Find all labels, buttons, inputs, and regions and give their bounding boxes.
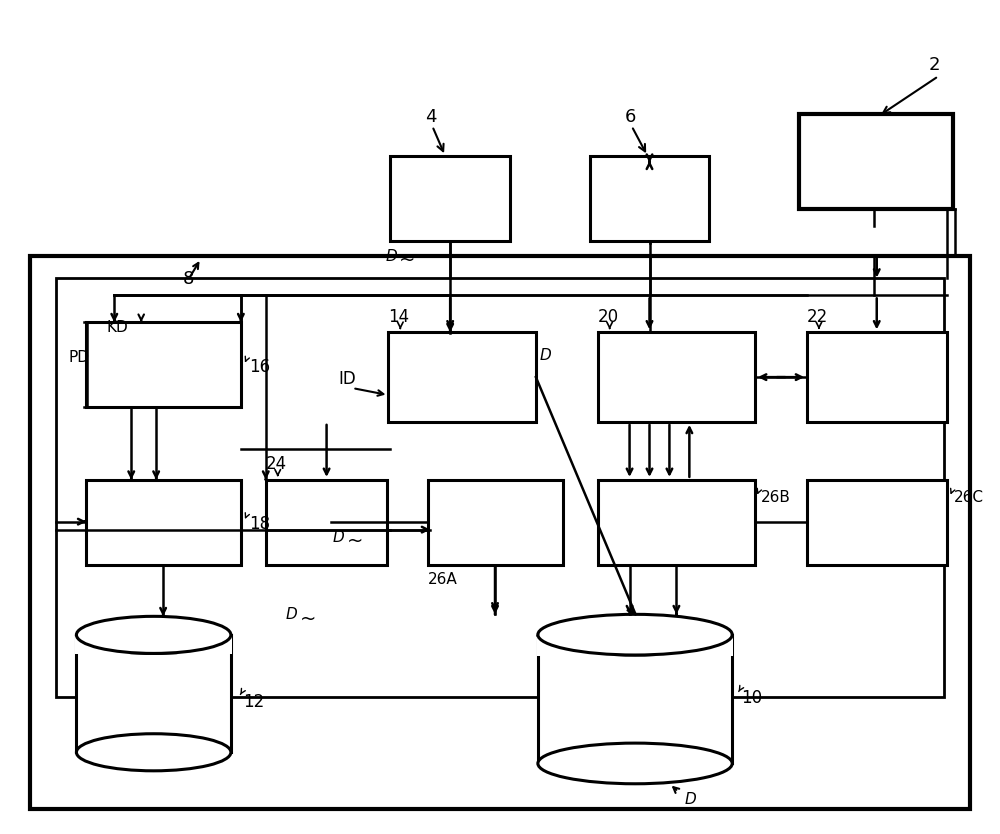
Bar <box>76 635 231 752</box>
Text: 26A: 26A <box>428 572 458 587</box>
Text: 16: 16 <box>249 358 270 376</box>
Text: 24: 24 <box>266 455 287 473</box>
Bar <box>390 156 510 240</box>
Text: PD: PD <box>68 350 89 365</box>
Text: D: D <box>333 530 344 545</box>
Bar <box>30 255 970 809</box>
Bar <box>86 322 241 407</box>
Text: ~: ~ <box>347 531 363 550</box>
Text: ~: ~ <box>399 250 416 269</box>
Text: 12: 12 <box>243 693 264 711</box>
Text: 14: 14 <box>388 309 409 326</box>
Text: D: D <box>286 607 297 622</box>
Bar <box>598 480 755 565</box>
Ellipse shape <box>538 615 732 655</box>
Ellipse shape <box>538 743 732 784</box>
Text: 20: 20 <box>598 309 619 326</box>
Text: KD: KD <box>106 320 128 335</box>
Text: 18: 18 <box>249 515 270 533</box>
Text: D: D <box>684 791 696 806</box>
Text: ID: ID <box>339 370 356 388</box>
Text: 22: 22 <box>807 309 828 326</box>
Text: 26B: 26B <box>761 490 791 505</box>
Bar <box>807 480 947 565</box>
Text: 4: 4 <box>425 108 437 126</box>
Text: 6: 6 <box>625 108 636 126</box>
Bar <box>75 635 232 655</box>
Text: 26C: 26C <box>953 490 983 505</box>
Bar <box>598 332 755 422</box>
Text: 8: 8 <box>183 270 194 289</box>
Bar <box>538 635 732 763</box>
Ellipse shape <box>76 616 231 653</box>
Bar <box>537 635 733 656</box>
Text: 10: 10 <box>741 689 762 707</box>
Text: 2: 2 <box>929 56 940 74</box>
Text: D: D <box>540 349 552 364</box>
Bar <box>807 332 947 422</box>
Bar <box>799 114 953 208</box>
Text: D: D <box>385 249 397 264</box>
Bar <box>590 156 709 240</box>
Bar <box>428 480 563 565</box>
Bar <box>86 480 241 565</box>
Bar <box>56 279 944 697</box>
Bar <box>388 332 536 422</box>
Bar <box>266 480 387 565</box>
Text: ~: ~ <box>300 610 316 628</box>
Ellipse shape <box>76 734 231 771</box>
